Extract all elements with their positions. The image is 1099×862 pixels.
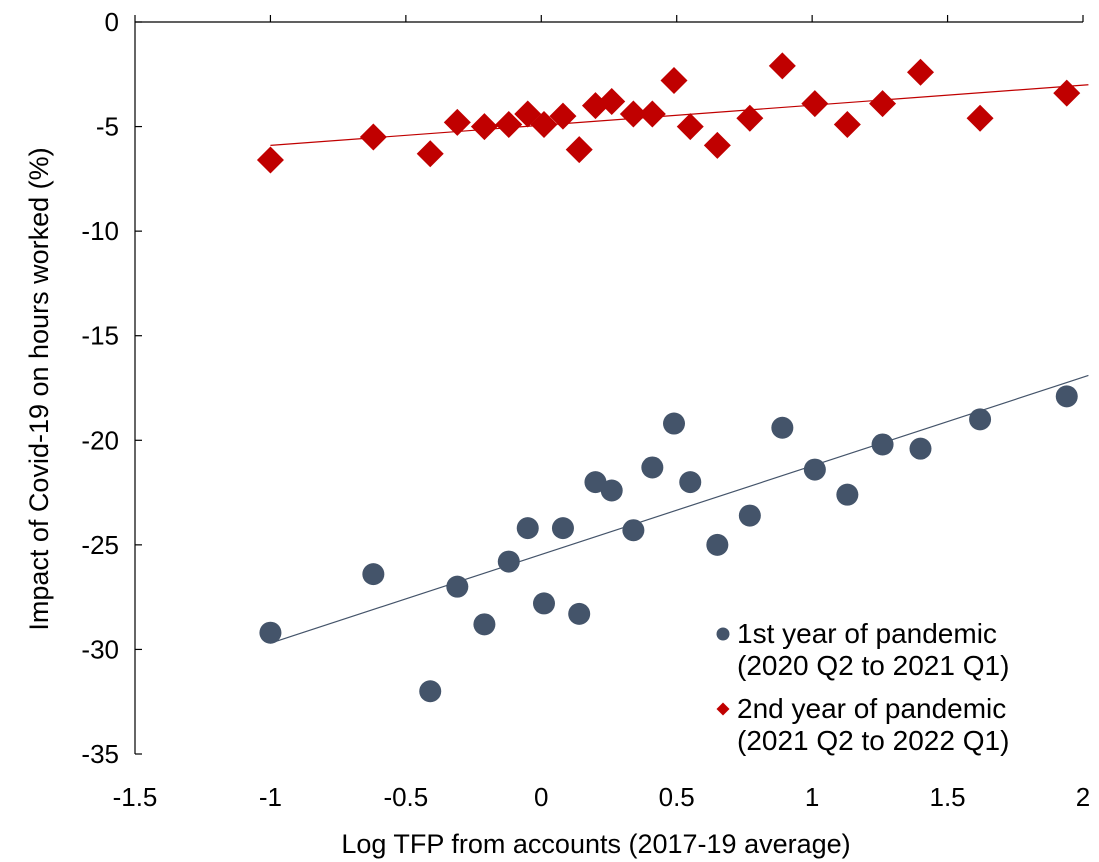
y-tick-label: -5 <box>96 112 119 142</box>
x-tick-label: -1.5 <box>113 782 158 812</box>
legend: 1st year of pandemic(2020 Q2 to 2021 Q1)… <box>716 618 1009 756</box>
x-tick-labels: -1.5 -1 -0.5 0 0.5 1 1.5 2 <box>113 782 1091 812</box>
legend-marker-diamond <box>716 702 730 716</box>
point-series-2 <box>256 146 284 174</box>
legend-label: (2020 Q2 to 2021 Q1) <box>737 650 1009 681</box>
point-series-1 <box>663 412 686 435</box>
x-tick-label: -1 <box>259 782 282 812</box>
point-series-1 <box>622 519 645 542</box>
x-tick-label: 1 <box>805 782 819 812</box>
axes <box>134 15 1084 755</box>
x-tick-label: -0.5 <box>383 782 428 812</box>
point-series-1 <box>679 471 702 494</box>
y-tick-label: -25 <box>81 530 119 560</box>
point-series-2 <box>495 110 523 138</box>
point-series-2 <box>703 131 731 159</box>
point-series-2 <box>660 67 688 95</box>
x-axis-title: Log TFP from accounts (2017-19 average) <box>341 829 850 859</box>
point-series-1 <box>551 517 574 540</box>
point-series-2 <box>359 123 387 151</box>
y-tick-label: -10 <box>81 216 119 246</box>
point-series-2 <box>619 100 647 128</box>
x-tick-label: 1.5 <box>929 782 965 812</box>
point-series-1 <box>706 533 729 556</box>
point-series-2 <box>565 136 593 164</box>
point-series-2 <box>549 102 577 130</box>
x-tick-label: 0 <box>534 782 548 812</box>
point-series-2 <box>638 100 666 128</box>
point-series-2 <box>443 108 471 136</box>
legend-marker-circle <box>716 627 730 641</box>
point-series-1 <box>969 408 992 431</box>
point-series-1 <box>419 680 442 703</box>
trend-lines <box>270 84 1089 644</box>
point-series-2 <box>598 87 626 115</box>
y-tick-label: -35 <box>81 739 119 769</box>
legend-label: (2021 Q2 to 2022 Q1) <box>737 725 1009 756</box>
point-series-1 <box>532 592 555 615</box>
point-series-2 <box>869 90 897 118</box>
point-series-1 <box>259 621 282 644</box>
point-series-1 <box>803 458 826 481</box>
x-tick-label: 2 <box>1076 782 1090 812</box>
point-series-1 <box>1055 385 1078 408</box>
trend-line-series-2 <box>270 84 1089 146</box>
x-tick-label: 0.5 <box>659 782 695 812</box>
point-series-2 <box>530 110 558 138</box>
y-tick-label: -30 <box>81 634 119 664</box>
point-series-2 <box>833 110 861 138</box>
point-series-2 <box>768 52 796 80</box>
point-series-1 <box>600 479 623 502</box>
y-tick-label: -20 <box>81 425 119 455</box>
trend-line-series-1 <box>270 374 1089 644</box>
point-series-1 <box>738 504 761 527</box>
legend-label: 1st year of pandemic <box>737 618 997 649</box>
point-series-1 <box>584 471 607 494</box>
point-series-2 <box>676 113 704 141</box>
data-points <box>256 52 1081 703</box>
point-series-2 <box>801 90 829 118</box>
y-tick-label: 0 <box>105 7 119 37</box>
y-tick-label: -15 <box>81 321 119 351</box>
point-series-2 <box>966 104 994 132</box>
point-series-2 <box>736 104 764 132</box>
point-series-2 <box>416 140 444 168</box>
y-tick-labels: 0 -5 -10 -15 -20 -25 -30 -35 <box>81 7 119 769</box>
point-series-1 <box>473 613 496 636</box>
legend-label: 2nd year of pandemic <box>737 693 1006 724</box>
point-series-1 <box>909 437 932 460</box>
point-series-1 <box>497 550 520 573</box>
point-series-2 <box>470 113 498 141</box>
point-series-1 <box>568 602 591 625</box>
point-series-1 <box>516 517 539 540</box>
point-series-1 <box>362 563 385 586</box>
point-series-2 <box>906 58 934 86</box>
point-series-1 <box>836 483 859 506</box>
point-series-1 <box>641 456 664 479</box>
point-series-1 <box>871 433 894 456</box>
point-series-2 <box>1053 79 1081 107</box>
point-series-1 <box>771 416 794 439</box>
point-series-1 <box>446 575 469 598</box>
y-axis-title: Impact of Covid-19 on hours worked (%) <box>24 147 54 630</box>
